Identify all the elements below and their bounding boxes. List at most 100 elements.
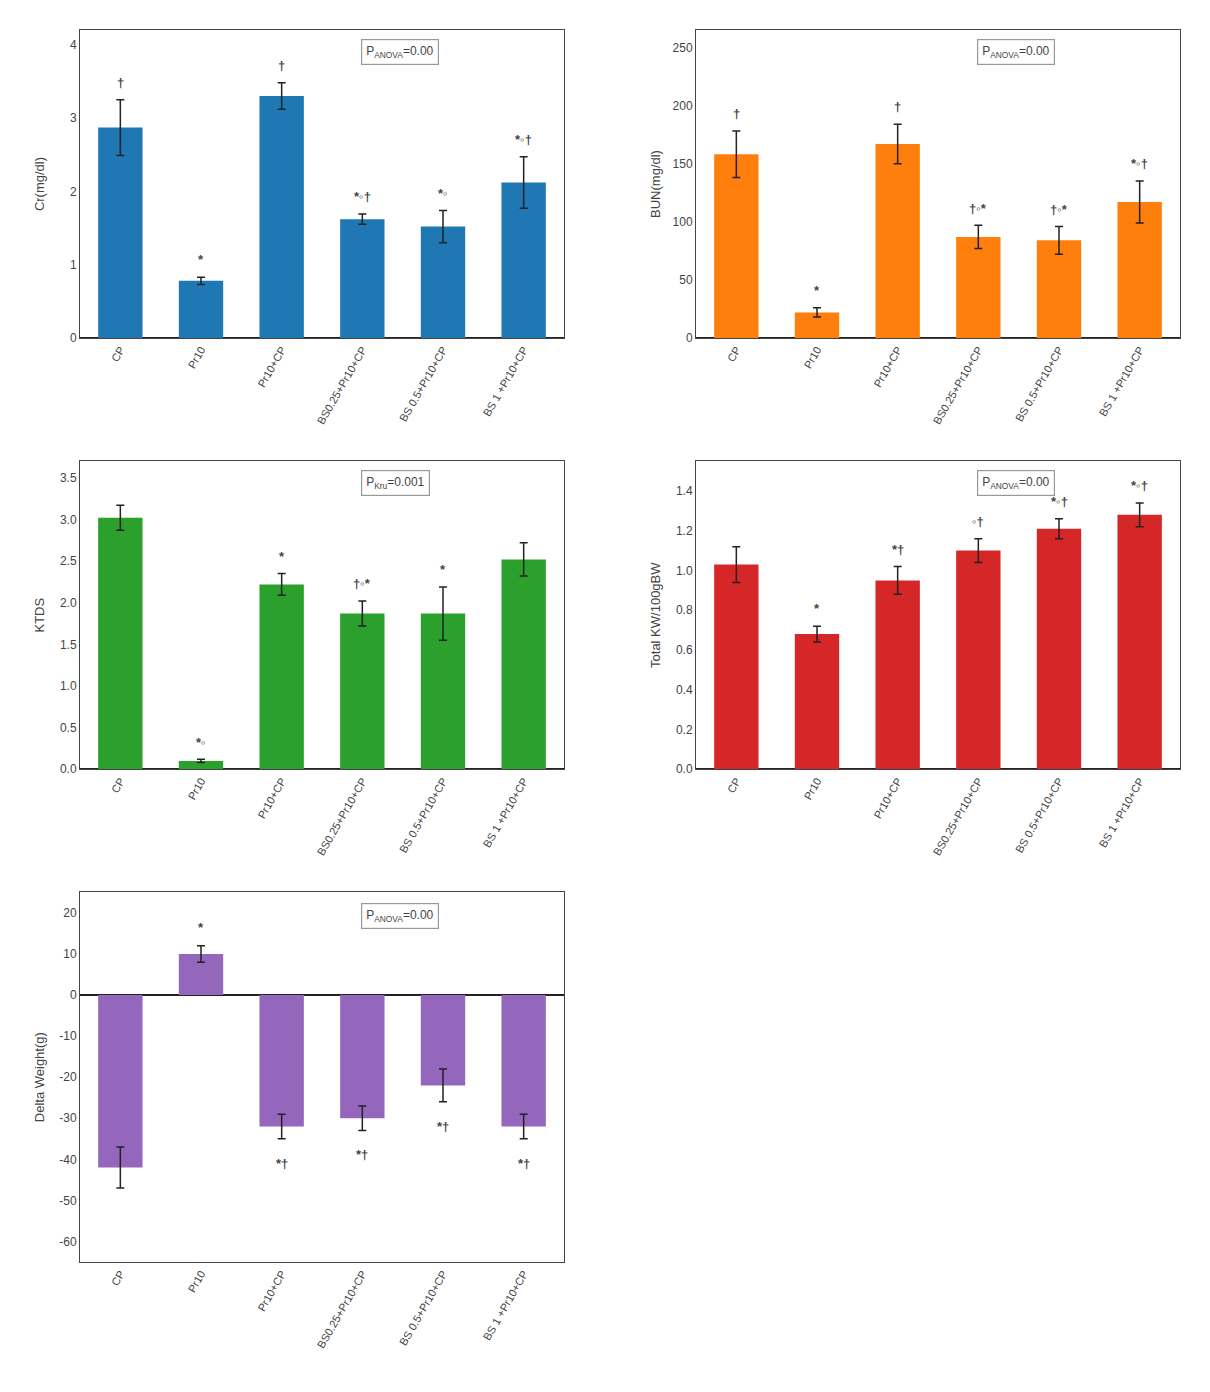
svg-text:†: †	[733, 106, 740, 121]
svg-text:P​ANOVA​=0.00: P​ANOVA​=0.00	[982, 475, 1049, 491]
svg-text:◦†: ◦†	[972, 514, 984, 529]
svg-text:BS 1 +Pr10+CP: BS 1 +Pr10+CP	[1097, 344, 1147, 418]
svg-text:Pr10: Pr10	[801, 776, 823, 802]
svg-text:CP: CP	[109, 776, 127, 795]
svg-text:P​ANOVA​=0.00: P​ANOVA​=0.00	[982, 44, 1049, 60]
svg-text:Delta Weight(g): Delta Weight(g)	[32, 1032, 47, 1122]
svg-text:1.4: 1.4	[676, 484, 693, 498]
svg-text:Total KW/100gBW: Total KW/100gBW	[648, 562, 663, 668]
svg-text:1: 1	[70, 258, 77, 272]
svg-text:10: 10	[63, 947, 77, 961]
svg-text:P​Kru​=0.001: P​Kru​=0.001	[366, 475, 424, 491]
svg-text:Pr10: Pr10	[185, 776, 207, 802]
svg-text:CP: CP	[725, 776, 743, 795]
svg-text:2: 2	[70, 185, 77, 199]
svg-text:*†: *†	[892, 542, 904, 557]
svg-text:-50: -50	[59, 1194, 77, 1208]
svg-text:0: 0	[70, 988, 77, 1002]
svg-text:*: *	[198, 252, 204, 267]
svg-text:2.5: 2.5	[60, 554, 77, 568]
svg-text:BS0.25+Pr10+CP: BS0.25+Pr10+CP	[315, 344, 369, 426]
svg-text:0.8: 0.8	[676, 603, 693, 617]
svg-text:*†: *†	[437, 1119, 449, 1134]
svg-text:Pr10: Pr10	[185, 344, 207, 370]
svg-text:BS 0.5+Pr10+CP: BS 0.5+Pr10+CP	[397, 344, 450, 423]
svg-text:0.6: 0.6	[676, 643, 693, 657]
svg-text:†◦*: †◦*	[1050, 202, 1068, 217]
svg-text:-20: -20	[59, 1070, 77, 1084]
svg-text:1.5: 1.5	[60, 638, 77, 652]
svg-text:*: *	[440, 562, 446, 577]
svg-text:BS 1 +Pr10+CP: BS 1 +Pr10+CP	[1097, 776, 1147, 850]
svg-text:-30: -30	[59, 1111, 77, 1125]
svg-text:150: 150	[673, 157, 693, 171]
svg-text:*◦†: *◦†	[1131, 478, 1148, 493]
svg-text:BS0.25+Pr10+CP: BS0.25+Pr10+CP	[931, 344, 985, 426]
svg-text:Pr10+CP: Pr10+CP	[255, 344, 288, 389]
svg-text:CP: CP	[109, 344, 127, 363]
svg-text:0.4: 0.4	[676, 683, 693, 697]
svg-text:1.2: 1.2	[676, 524, 693, 538]
svg-text:*†: *†	[356, 1147, 368, 1162]
svg-text:Cr(mg/dl): Cr(mg/dl)	[32, 157, 47, 211]
svg-text:0.5: 0.5	[60, 721, 77, 735]
svg-text:†◦*: †◦*	[969, 201, 987, 216]
svg-text:BS 1 +Pr10+CP: BS 1 +Pr10+CP	[481, 776, 531, 850]
svg-text:BS 1 +Pr10+CP: BS 1 +Pr10+CP	[481, 344, 531, 418]
svg-text:*◦†: *◦†	[354, 189, 371, 204]
svg-text:*†: *†	[276, 1156, 288, 1171]
svg-text:0.0: 0.0	[676, 762, 693, 776]
svg-text:BS 0.5+Pr10+CP: BS 0.5+Pr10+CP	[1013, 776, 1066, 855]
svg-text:†: †	[278, 58, 285, 73]
svg-text:50: 50	[679, 273, 693, 287]
svg-text:KTDS: KTDS	[32, 598, 47, 633]
svg-text:0: 0	[70, 331, 77, 345]
svg-text:Pr10+CP: Pr10+CP	[871, 776, 904, 821]
svg-text:*: *	[814, 283, 820, 298]
svg-text:BS 0.5+Pr10+CP: BS 0.5+Pr10+CP	[397, 776, 450, 855]
svg-text:†: †	[894, 99, 901, 114]
svg-text:CP: CP	[725, 344, 743, 363]
svg-text:3.5: 3.5	[60, 471, 77, 485]
svg-text:*†: *†	[518, 1156, 530, 1171]
svg-text:1.0: 1.0	[676, 564, 693, 578]
svg-text:200: 200	[673, 99, 693, 113]
svg-text:BUN(mg/dl): BUN(mg/dl)	[648, 150, 663, 218]
svg-text:*◦†: *◦†	[1051, 494, 1068, 509]
svg-text:-60: -60	[59, 1235, 77, 1249]
svg-text:*◦: *◦	[196, 735, 206, 750]
svg-text:*◦†: *◦†	[1131, 156, 1148, 171]
svg-text:20: 20	[63, 906, 77, 920]
svg-text:Pr10+CP: Pr10+CP	[871, 344, 904, 389]
svg-text:-10: -10	[59, 1029, 77, 1043]
svg-text:3: 3	[70, 111, 77, 125]
svg-text:2.0: 2.0	[60, 596, 77, 610]
svg-text:†: †	[117, 75, 124, 90]
svg-text:BS0.25+Pr10+CP: BS0.25+Pr10+CP	[315, 776, 369, 858]
svg-text:BS 1 +Pr10+CP: BS 1 +Pr10+CP	[481, 1268, 531, 1342]
svg-text:Pr10: Pr10	[185, 1268, 207, 1294]
svg-text:0.2: 0.2	[676, 723, 693, 737]
svg-text:BS0.25+Pr10+CP: BS0.25+Pr10+CP	[315, 1268, 369, 1350]
svg-text:*◦: *◦	[438, 186, 448, 201]
svg-text:*: *	[279, 549, 285, 564]
svg-text:*: *	[198, 920, 204, 935]
svg-text:P​ANOVA​=0.00: P​ANOVA​=0.00	[366, 908, 433, 924]
svg-text:*◦†: *◦†	[515, 132, 532, 147]
svg-text:P​ANOVA​=0.00: P​ANOVA​=0.00	[366, 44, 433, 60]
svg-text:Pr10: Pr10	[801, 344, 823, 370]
svg-text:Pr10+CP: Pr10+CP	[255, 776, 288, 821]
svg-text:-40: -40	[59, 1153, 77, 1167]
svg-text:BS 0.5+Pr10+CP: BS 0.5+Pr10+CP	[397, 1268, 450, 1347]
svg-text:250: 250	[673, 41, 693, 55]
svg-text:Pr10+CP: Pr10+CP	[255, 1268, 288, 1313]
svg-text:100: 100	[673, 215, 693, 229]
svg-text:*: *	[814, 601, 820, 616]
svg-text:0.0: 0.0	[60, 762, 77, 776]
svg-text:4: 4	[70, 38, 77, 52]
svg-text:†◦*: †◦*	[353, 576, 371, 591]
svg-text:CP: CP	[109, 1268, 127, 1287]
svg-text:BS 0.5+Pr10+CP: BS 0.5+Pr10+CP	[1013, 344, 1066, 423]
svg-text:0: 0	[686, 331, 693, 345]
svg-text:BS0.25+Pr10+CP: BS0.25+Pr10+CP	[931, 776, 985, 858]
